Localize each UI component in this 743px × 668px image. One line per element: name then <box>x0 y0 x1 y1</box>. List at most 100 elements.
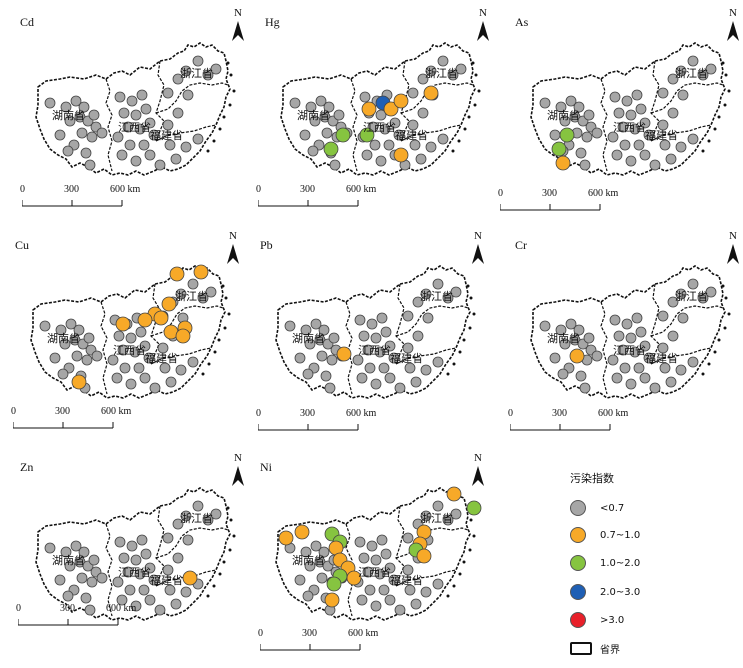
sample-point <box>409 139 421 151</box>
sample-point <box>302 368 314 380</box>
province-label-hunan: 湖南省 <box>292 332 325 345</box>
sample-point <box>64 115 76 127</box>
sample-point <box>126 540 138 552</box>
sample-point <box>665 153 677 165</box>
sample-point <box>649 382 661 394</box>
sample-point <box>180 586 192 598</box>
island <box>458 350 462 354</box>
province-label-fujian: 福建省 <box>390 574 423 587</box>
sample-point <box>417 73 429 85</box>
island <box>462 338 466 342</box>
sample-point <box>172 552 184 564</box>
sample-point <box>667 330 679 342</box>
sample-point <box>134 123 146 135</box>
sample-point <box>86 131 98 143</box>
north-label: N <box>729 7 737 19</box>
province-map <box>30 244 239 399</box>
element-label: Cr <box>515 238 527 252</box>
sample-point <box>388 574 400 586</box>
island <box>229 518 233 522</box>
sample-point-elevated <box>193 264 209 280</box>
sample-point <box>84 159 96 171</box>
sample-point <box>318 546 330 558</box>
sample-point <box>437 55 449 67</box>
sample-point <box>210 508 222 520</box>
province-map <box>530 244 739 399</box>
sample-point <box>625 155 637 167</box>
sample-point <box>148 129 160 141</box>
island <box>228 548 232 552</box>
island <box>463 127 467 131</box>
sample-point <box>364 362 376 374</box>
map-panel-as: As N 湖南省 江西省 福建省 浙江省 <box>505 5 743 220</box>
sample-point <box>366 318 378 330</box>
sample-point <box>54 129 66 141</box>
scale-tick-label: 0 <box>508 408 513 419</box>
sample-point <box>649 159 661 171</box>
sample-point <box>687 278 699 290</box>
province-boundary <box>395 283 405 365</box>
province-boundary <box>395 569 457 587</box>
sample-point <box>442 514 454 526</box>
sample-point <box>611 149 623 161</box>
sample-point <box>369 139 381 151</box>
sample-point <box>140 103 152 115</box>
island <box>212 139 216 143</box>
sample-point <box>70 95 82 107</box>
sample-point <box>114 91 126 103</box>
scale-tick-label: 600 km <box>588 188 619 199</box>
north-label: N <box>479 7 487 19</box>
north-label: N <box>234 7 242 19</box>
sample-point <box>378 584 390 596</box>
sample-point <box>402 532 414 544</box>
sample-point <box>370 332 382 344</box>
province-label-fujian: 福建省 <box>145 352 178 365</box>
scale-tick-label: 600 km <box>110 184 141 195</box>
sample-point <box>425 65 437 77</box>
sample-point <box>555 101 567 113</box>
province-label-fujian: 福建省 <box>390 352 423 365</box>
sample-point-elevated <box>326 576 342 592</box>
province-label-hunan: 湖南省 <box>547 332 580 345</box>
sample-point <box>138 139 150 151</box>
map-panel-cr: Cr N 湖南省 江西省 福建省 浙江省 <box>505 228 743 443</box>
sample-point <box>180 141 192 153</box>
island <box>227 312 231 316</box>
sample-point <box>455 63 467 75</box>
north-arrow-icon <box>232 21 244 41</box>
sample-point <box>635 103 647 115</box>
sample-point <box>384 340 396 352</box>
sample-point <box>410 598 422 610</box>
scale-tick-label: 300 <box>60 603 75 614</box>
sample-point <box>629 123 641 135</box>
north-arrow-icon <box>472 466 484 486</box>
sample-point <box>130 554 142 566</box>
sample-point <box>175 364 187 376</box>
north-label: N <box>729 230 737 242</box>
element-label: Zn <box>20 460 34 474</box>
province-boundary <box>395 305 469 337</box>
sample-point <box>394 382 406 394</box>
sample-point <box>202 69 214 81</box>
province-map <box>280 21 489 176</box>
sample-point <box>59 338 71 350</box>
sample-point <box>148 574 160 586</box>
map-panel-cu: Cu N 湖南省 江西省 福建省 浙江省 <box>5 228 250 443</box>
sample-point <box>310 540 322 552</box>
sample-point <box>289 97 301 109</box>
sample-point-elevated <box>336 346 352 362</box>
island <box>223 326 227 330</box>
sample-point <box>119 362 131 374</box>
sample-point <box>136 89 148 101</box>
region-outline <box>275 265 471 399</box>
sample-point <box>192 55 204 67</box>
sample-point <box>591 127 603 139</box>
province-label-jiangxi: 江西省 <box>118 566 151 579</box>
sample-point <box>192 133 204 145</box>
scale-tick-label: 0 <box>258 628 263 639</box>
sample-point <box>358 552 370 564</box>
legend-item-boundary: 省界 <box>570 638 620 658</box>
sample-point <box>631 312 643 324</box>
sample-point <box>294 352 306 364</box>
sample-point <box>631 89 643 101</box>
